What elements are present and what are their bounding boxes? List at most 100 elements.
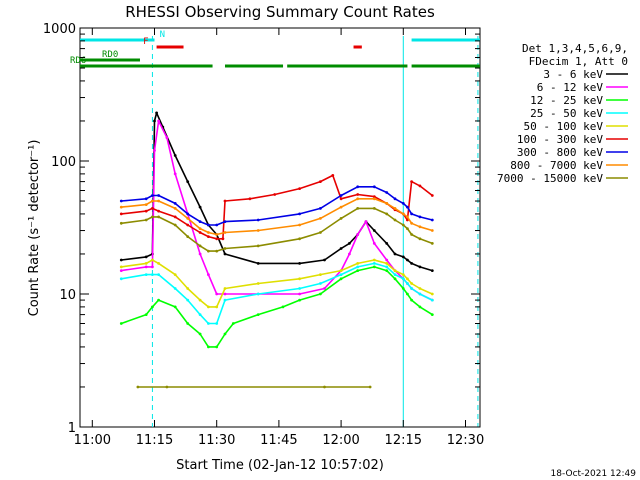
data-point	[385, 212, 389, 216]
data-point	[298, 292, 301, 296]
legend-title: FDecim 1, Att 0	[529, 55, 628, 68]
data-point	[151, 273, 154, 276]
data-point	[393, 277, 397, 281]
legend-entry: 25 - 50 keV	[530, 107, 603, 120]
data-point	[157, 262, 161, 265]
data-point	[385, 202, 389, 205]
data-point	[339, 273, 343, 276]
data-point	[319, 282, 322, 285]
data-point	[256, 229, 260, 232]
data-point	[385, 269, 389, 272]
axes: 11:00 11:15 11:30 11:45 12:00 12:15 12:30 1 10 10…	[43, 22, 484, 448]
data-point	[298, 262, 301, 265]
data-point	[298, 287, 301, 290]
data-point	[215, 292, 219, 296]
data-point	[410, 262, 413, 265]
data-point	[144, 255, 148, 259]
data-point	[410, 212, 413, 216]
data-point	[221, 237, 225, 241]
data-point	[418, 184, 422, 188]
data-point	[339, 269, 343, 272]
data-point	[186, 217, 190, 220]
data-point	[401, 277, 405, 281]
data-point	[207, 231, 210, 234]
legend-entry: 100 - 300 keV	[517, 133, 603, 146]
data-point	[151, 207, 154, 210]
data-point	[298, 277, 301, 281]
x-tick-label: 12:30	[447, 433, 484, 448]
y-tick-label: 1	[68, 421, 76, 436]
data-point	[144, 262, 148, 265]
data-point	[298, 187, 301, 191]
data-point	[144, 209, 148, 213]
data-point	[173, 287, 177, 290]
x-tick-label: 11:45	[260, 433, 297, 448]
data-point	[151, 265, 154, 269]
data-point	[215, 322, 219, 325]
data-point	[406, 292, 409, 296]
data-point	[348, 252, 351, 256]
data-point	[385, 191, 389, 194]
data-point	[430, 242, 434, 245]
data-point	[401, 287, 405, 290]
data-point	[119, 265, 123, 269]
data-point	[186, 223, 190, 227]
data-point	[173, 223, 177, 227]
data-point	[215, 237, 219, 241]
data-point	[430, 298, 434, 302]
data-point	[119, 277, 123, 281]
data-point	[248, 197, 252, 201]
data-point	[256, 313, 260, 316]
data-point	[173, 273, 177, 276]
data-point	[319, 207, 322, 210]
flag-label-f: F	[143, 37, 148, 47]
flag-label-n: N	[160, 30, 165, 40]
data-point	[323, 287, 326, 290]
data-point	[356, 185, 360, 189]
data-point	[186, 298, 190, 302]
data-point	[410, 282, 413, 285]
data-point	[298, 237, 301, 241]
x-tick-label: 12:00	[322, 433, 359, 448]
data-point	[393, 218, 397, 222]
data-point	[319, 180, 322, 184]
data-point	[231, 322, 235, 325]
data-point	[215, 305, 219, 309]
data-point	[173, 207, 177, 210]
flag-label-rd0: RD0	[102, 50, 118, 60]
data-point	[418, 287, 422, 290]
data-point	[223, 199, 227, 203]
data-point	[151, 194, 154, 197]
data-point	[385, 242, 389, 245]
data-point	[372, 265, 376, 269]
data-point	[119, 205, 123, 209]
data-point	[198, 231, 202, 234]
data-point	[372, 242, 376, 245]
data-point	[144, 265, 148, 269]
data-point	[372, 185, 376, 189]
data-point	[215, 345, 219, 349]
data-point	[207, 305, 210, 309]
data-point	[144, 218, 148, 222]
data-point	[410, 298, 413, 302]
data-point	[385, 265, 389, 269]
data-point	[157, 273, 161, 276]
data-point	[356, 265, 360, 269]
data-point	[157, 215, 161, 219]
status-flags: N F RD0 RD6	[70, 30, 480, 427]
data-point	[401, 255, 405, 259]
data-point	[136, 385, 140, 389]
data-point	[393, 197, 397, 201]
data-point	[198, 298, 202, 302]
data-point	[319, 273, 322, 276]
data-point	[356, 197, 360, 201]
data-point	[173, 154, 177, 157]
data-point	[339, 247, 343, 250]
x-axis-label: Start Time (02-Jan-12 10:57:02)	[176, 458, 384, 473]
data-point	[119, 199, 123, 203]
data-point	[198, 313, 202, 316]
data-point	[323, 385, 326, 389]
data-point	[339, 194, 343, 197]
data-point	[151, 258, 154, 262]
data-point	[410, 221, 413, 225]
